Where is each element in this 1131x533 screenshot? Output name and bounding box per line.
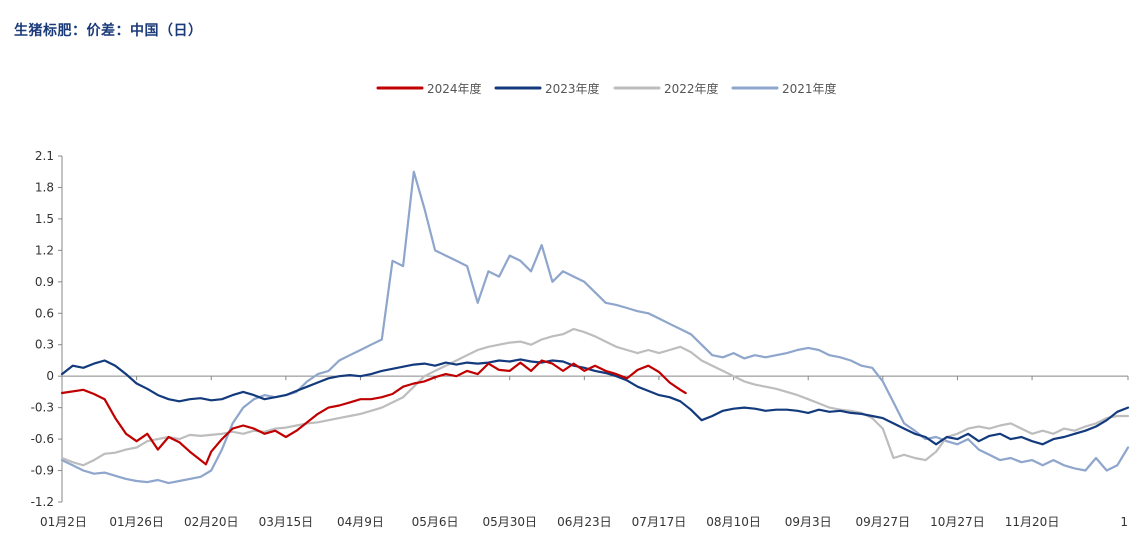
y-tick-label: 1.5: [35, 212, 54, 226]
legend: 2024年度 2023年度 2022年度 2021年度: [376, 81, 837, 96]
x-tick-label: 05月6日: [412, 515, 459, 529]
x-tick-label: 06月23日: [557, 515, 612, 529]
x-tick-label: 03月15日: [259, 515, 314, 529]
series-line-2024年度: [60, 359, 687, 466]
x-tick-label: 01月26日: [109, 515, 164, 529]
y-tick-label: 1.2: [35, 243, 54, 257]
series-line-2022年度: [60, 327, 1130, 467]
y-tick-label: 0.3: [35, 338, 54, 352]
series-line-2021年度: [60, 170, 1130, 485]
y-axis: 2.1 1.8 1.5 1.2 0.9 0.6 0.3 0 -0.3 -0.6 -0.9 -1.2: [31, 149, 63, 509]
x-tick-label: 02月20日: [184, 515, 239, 529]
legend-label: 2024年度: [427, 81, 482, 96]
y-tick-label: -1.2: [31, 495, 54, 509]
legend-label: 2021年度: [782, 81, 837, 96]
y-tick-label: 1.8: [35, 180, 54, 194]
x-tick-label: 04月9日: [337, 515, 384, 529]
x-tick-label: 07月17日: [632, 515, 687, 529]
series-group: [60, 170, 1130, 485]
x-tick-label: 05月30日: [482, 515, 537, 529]
x-tick-label: 08月10日: [706, 515, 761, 529]
series-line-2023年度: [60, 358, 1130, 446]
x-tick-label: 10月27日: [930, 515, 985, 529]
y-tick-label: -0.9: [31, 464, 54, 478]
page-title: 生猪标肥：价差：中国（日）: [14, 23, 203, 39]
x-tick-label: 01月2日: [40, 515, 87, 529]
y-tick-label: -0.3: [31, 401, 54, 415]
x-tick-label: 11月20日: [1005, 515, 1060, 529]
x-tick-label: 1: [1120, 515, 1128, 529]
x-tick-label: 09月3日: [785, 515, 832, 529]
y-tick-label: -0.6: [31, 432, 54, 446]
y-tick-label: 2.1: [35, 149, 54, 163]
y-tick-label: 0: [46, 369, 54, 383]
x-axis: 01月2日 01月26日 02月20日 03月15日 04月9日 05月6日 05月30日 0…: [40, 375, 1129, 529]
y-tick-label: 0.6: [35, 306, 54, 320]
legend-label: 2022年度: [664, 81, 719, 96]
x-tick-label: 09月27日: [856, 515, 911, 529]
y-tick-label: 0.9: [35, 275, 54, 289]
legend-label: 2023年度: [545, 81, 600, 96]
